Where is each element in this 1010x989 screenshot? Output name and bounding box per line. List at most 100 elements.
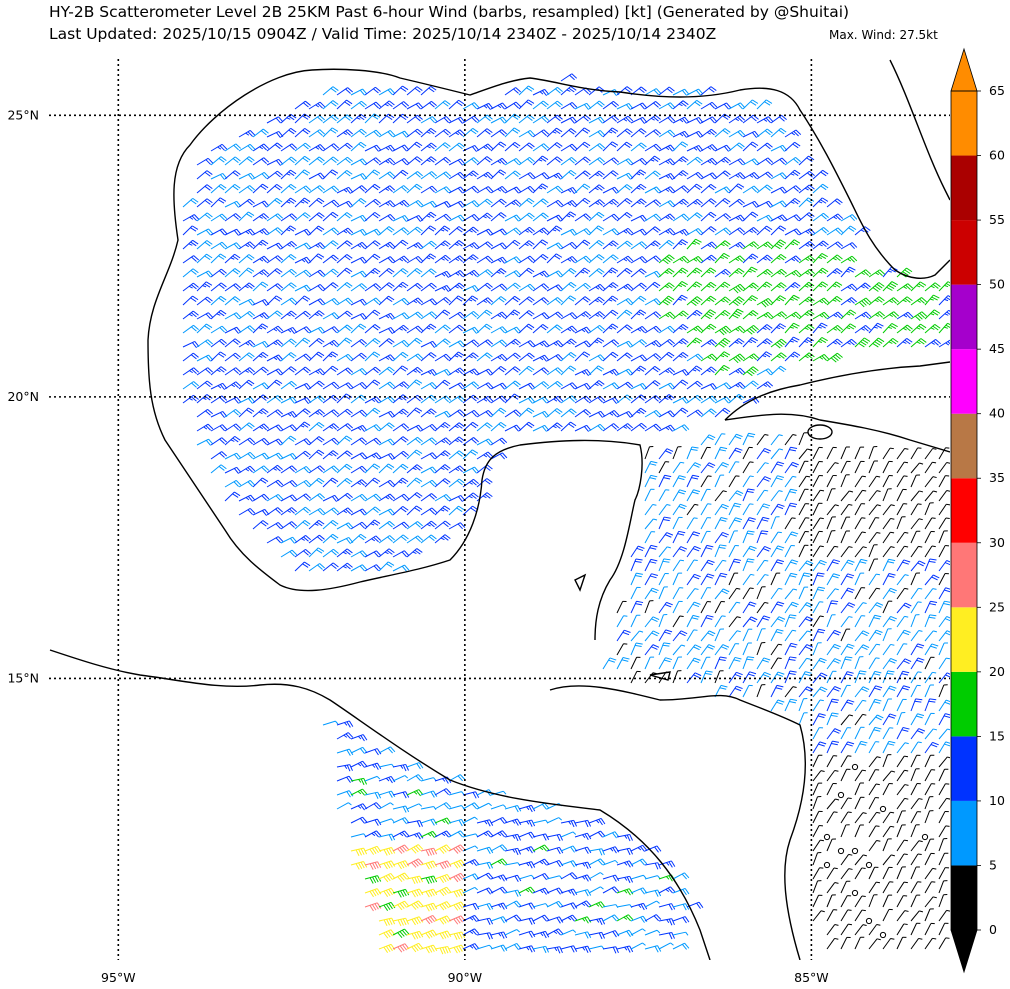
wind-barb xyxy=(837,847,845,855)
wind-barb xyxy=(504,214,522,222)
wind-barb xyxy=(756,546,771,558)
wind-barb xyxy=(826,213,844,222)
axis-labels: 25°N20°N15°N95°W 90°W 85°W xyxy=(7,107,828,985)
wind-barb xyxy=(238,379,255,390)
wind-barb xyxy=(490,256,508,264)
wind-barb xyxy=(224,253,241,264)
wind-barb xyxy=(630,256,648,264)
wind-barb xyxy=(420,902,438,912)
wind-barb xyxy=(252,269,270,278)
wind-barb xyxy=(560,186,578,195)
wind-barb xyxy=(546,380,563,390)
wind-barb xyxy=(210,464,227,474)
wind-barb xyxy=(490,169,507,180)
wind-barb xyxy=(616,875,634,884)
wind-barb xyxy=(910,866,920,880)
wind-barb xyxy=(588,395,606,404)
wind-barb xyxy=(798,671,812,684)
wind-barb xyxy=(238,339,256,348)
wind-barb xyxy=(826,311,844,320)
wind-barb xyxy=(924,630,938,642)
wind-barb xyxy=(378,312,396,320)
wind-barb xyxy=(378,422,395,432)
wind-barb xyxy=(672,670,682,684)
wind-barb xyxy=(462,409,480,418)
wind-barb xyxy=(434,901,452,911)
wind-barb xyxy=(896,587,909,600)
wind-barb xyxy=(630,942,646,950)
wind-barb xyxy=(784,185,802,194)
wind-barb xyxy=(938,756,950,768)
wind-barb xyxy=(490,886,508,894)
wind-barb xyxy=(504,804,522,813)
wind-barb xyxy=(840,727,852,740)
wind-barb xyxy=(448,270,466,278)
wind-barb xyxy=(728,158,746,166)
wind-barb xyxy=(938,684,948,698)
wind-barb xyxy=(308,493,325,502)
wind-barb xyxy=(308,380,325,390)
wind-barb xyxy=(854,446,865,460)
wind-barb xyxy=(910,643,925,656)
wind-barb xyxy=(252,312,270,320)
wind-barb xyxy=(252,298,270,307)
wind-barb xyxy=(630,325,648,334)
wind-barb xyxy=(812,353,830,362)
wind-barb xyxy=(910,323,927,334)
wind-barb xyxy=(350,270,368,278)
wind-barb xyxy=(714,407,731,418)
wind-barb xyxy=(378,847,396,856)
wind-barb xyxy=(406,311,424,320)
wind-barb xyxy=(644,226,661,236)
wind-barb xyxy=(406,267,423,278)
wind-barb xyxy=(294,397,312,405)
wind-barb xyxy=(938,657,950,670)
wind-barb xyxy=(588,225,605,236)
wind-barb xyxy=(336,267,353,278)
wind-barb xyxy=(896,559,911,572)
wind-barb xyxy=(672,141,689,152)
wind-barb xyxy=(266,158,284,166)
wind-barb xyxy=(672,156,689,166)
wind-barb xyxy=(812,894,823,908)
wind-barb xyxy=(714,382,732,390)
wind-barb xyxy=(672,446,682,460)
wind-barb xyxy=(518,365,535,376)
wind-barb xyxy=(700,172,718,180)
wind-barb xyxy=(476,861,494,870)
wind-barb xyxy=(308,477,325,488)
wind-barb xyxy=(224,156,241,166)
wind-barb xyxy=(392,436,409,446)
wind-barb xyxy=(434,116,452,124)
wind-barb xyxy=(882,782,893,796)
wind-barb xyxy=(742,114,759,124)
wind-barb xyxy=(266,479,284,488)
wind-barb xyxy=(336,212,353,222)
wind-barb xyxy=(378,520,395,530)
wind-barb xyxy=(770,295,787,306)
wind-barb xyxy=(392,365,409,376)
wind-barb xyxy=(420,847,438,857)
wind-barb xyxy=(851,847,859,855)
wind-barb xyxy=(630,407,647,418)
wind-barb xyxy=(798,432,808,446)
wind-barb xyxy=(868,670,882,684)
wind-barb xyxy=(588,337,605,348)
wind-barb xyxy=(742,310,759,320)
wind-barb xyxy=(294,493,312,502)
wind-barb xyxy=(658,311,676,320)
wind-barb xyxy=(686,559,698,572)
wind-barb xyxy=(630,858,648,866)
wind-barb xyxy=(504,239,521,250)
wind-barb xyxy=(294,548,311,558)
wind-barb xyxy=(756,214,774,222)
wind-barb xyxy=(476,128,493,138)
wind-barb xyxy=(546,86,563,96)
wind-barb xyxy=(784,642,798,656)
wind-barb xyxy=(602,240,619,250)
lat-label: 15°N xyxy=(7,670,39,685)
wind-barb xyxy=(322,720,339,726)
wind-barb xyxy=(238,282,255,292)
wind-barb xyxy=(448,505,465,516)
